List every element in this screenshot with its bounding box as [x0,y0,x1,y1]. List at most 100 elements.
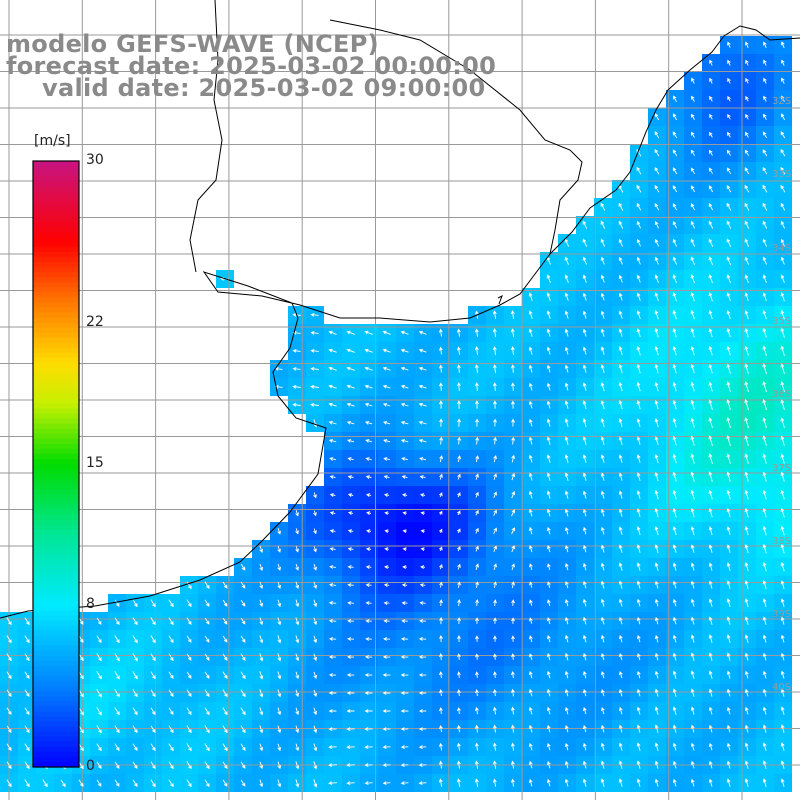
wind-arrow [780,220,786,229]
wind-arrow [654,345,659,356]
wind-arrow [564,346,569,355]
wind-arrow [438,364,443,373]
wind-arrow [672,363,677,374]
wind-arrow [744,327,749,338]
wind-arrow [511,599,515,606]
wind-arrow [618,508,623,517]
wind-arrow [457,563,461,570]
wind-arrow [654,292,659,302]
wind-arrow [618,418,623,428]
wind-arrow [582,526,587,535]
wind-arrow [762,381,767,393]
wind-arrow [564,706,569,715]
wind-arrow [259,617,264,626]
wind-arrow [690,149,695,156]
wind-arrow [600,400,605,410]
wind-arrow [546,382,551,391]
wind-arrow [600,707,605,715]
colorbar-band [33,393,79,399]
wind-arrow [762,417,767,429]
colorbar-band [33,711,79,718]
wind-arrow [690,652,695,661]
wind-arrow [708,616,713,625]
wind-arrow [582,256,587,265]
wind-arrow [313,510,317,517]
wind-arrow [654,508,659,518]
wind-arrow [780,381,785,393]
wind-arrow [114,617,120,626]
colorbar-band [33,655,79,662]
wind-arrow [726,256,732,266]
wind-arrow [329,493,336,497]
wind-arrow [636,688,641,697]
colorbar-band [33,590,79,596]
wind-arrow [582,364,587,373]
colorbar-band [33,509,79,516]
wind-arrow [582,634,587,643]
wind-arrow [636,292,641,301]
wind-arrow [313,779,318,788]
wind-arrow [295,581,300,590]
wind-arrow [310,330,319,335]
wind-arrow [150,761,156,770]
colorbar-band [33,196,79,202]
wind-arrow [439,634,443,643]
wind-arrow [780,562,785,572]
wind-arrow [493,418,497,427]
wind-arrow [510,346,515,355]
wind-arrow [383,438,391,443]
wind-arrow [24,635,30,644]
wind-arrow [204,743,210,752]
wind-arrow [204,599,210,607]
wind-arrow [204,653,210,661]
wind-arrow [546,328,551,337]
wind-arrow [672,203,677,211]
wind-arrow [618,328,623,337]
wind-arrow [582,310,587,319]
wind-arrow [510,364,515,373]
wind-arrow [347,493,354,497]
wind-arrow [762,256,767,265]
wind-arrow [328,348,337,353]
wind-arrow [780,399,785,410]
wind-arrow [618,634,623,643]
wind-arrow [762,562,767,572]
wind-arrow [438,528,443,533]
wind-arrow [618,364,623,374]
wind-arrow [672,345,677,356]
wind-arrow [493,527,497,534]
colorbar-band [33,327,79,334]
wind-arrow [132,689,138,698]
wind-arrow [690,544,695,553]
wind-arrow [780,292,785,302]
wind-arrow [618,436,623,445]
wind-arrow [24,653,30,662]
wind-arrow [528,382,533,391]
wind-arrow [762,184,768,193]
wind-arrow [204,761,210,770]
wind-arrow [600,454,605,463]
wind-arrow [240,725,246,734]
wind-arrow [763,95,767,102]
wind-arrow [546,274,551,283]
wind-arrow [600,688,605,697]
wind-arrow [132,761,138,770]
wind-arrow [222,617,228,625]
wind-arrow [528,508,533,517]
colorbar-band [33,615,79,622]
wind-arrow [726,598,731,608]
country-border [189,0,223,273]
wind-arrow [726,292,731,302]
colorbar-tick-label: 30 [86,152,104,168]
colorbar-band [33,398,79,404]
wind-arrow [780,453,785,464]
wind-arrow [329,529,336,533]
wind-arrow [654,382,659,392]
wind-arrow [96,761,102,770]
wind-arrow [295,761,300,770]
wind-arrow [709,131,713,138]
wind-arrow [582,670,587,679]
wind-arrow [114,761,120,770]
wind-arrow [420,565,426,569]
wind-arrow [654,544,659,554]
